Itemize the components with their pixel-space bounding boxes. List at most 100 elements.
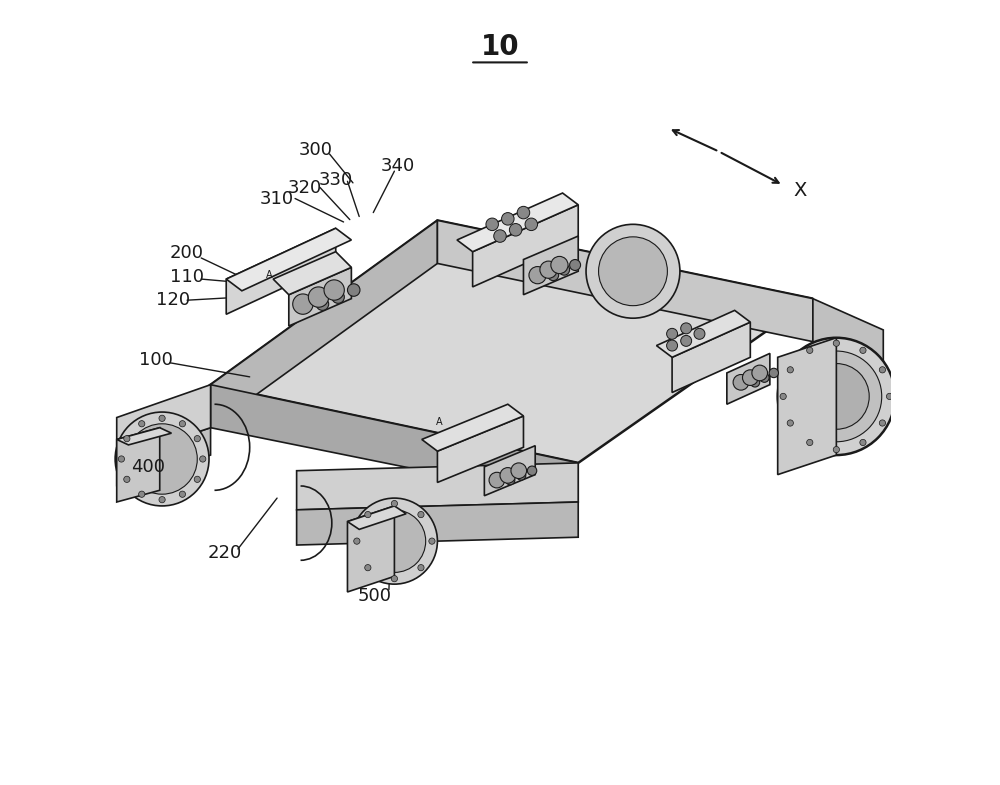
Polygon shape — [347, 506, 406, 529]
Circle shape — [486, 218, 498, 231]
Polygon shape — [273, 252, 351, 294]
Text: A: A — [436, 418, 442, 427]
Circle shape — [391, 501, 398, 506]
Circle shape — [347, 283, 360, 296]
Text: 110: 110 — [170, 268, 204, 286]
Text: 500: 500 — [358, 587, 392, 605]
Polygon shape — [778, 338, 836, 475]
Text: 310: 310 — [260, 189, 294, 207]
Circle shape — [527, 466, 537, 476]
Circle shape — [752, 365, 768, 381]
Circle shape — [791, 351, 882, 442]
Circle shape — [124, 436, 130, 442]
Polygon shape — [211, 221, 813, 463]
Circle shape — [308, 287, 329, 307]
Circle shape — [516, 471, 526, 480]
Polygon shape — [117, 428, 211, 487]
Circle shape — [494, 230, 506, 243]
Circle shape — [517, 206, 530, 219]
Circle shape — [886, 393, 893, 400]
Text: 400: 400 — [131, 458, 165, 476]
Circle shape — [159, 497, 165, 503]
Circle shape — [500, 468, 516, 484]
Circle shape — [194, 436, 200, 442]
Text: 340: 340 — [381, 157, 415, 174]
Circle shape — [769, 368, 778, 378]
Circle shape — [570, 260, 581, 271]
Polygon shape — [672, 322, 750, 392]
Circle shape — [293, 294, 313, 314]
Circle shape — [667, 328, 678, 339]
Circle shape — [429, 538, 435, 544]
Circle shape — [139, 491, 145, 498]
Circle shape — [391, 575, 398, 582]
Text: X: X — [793, 181, 807, 200]
Circle shape — [694, 328, 705, 339]
Circle shape — [525, 218, 538, 231]
Polygon shape — [211, 385, 578, 502]
Circle shape — [115, 412, 209, 506]
Circle shape — [586, 225, 680, 318]
Text: 100: 100 — [139, 351, 173, 369]
Circle shape — [548, 270, 559, 281]
Text: A: A — [266, 270, 273, 280]
Circle shape — [324, 280, 344, 300]
Polygon shape — [473, 205, 578, 287]
Circle shape — [599, 237, 667, 305]
Polygon shape — [347, 506, 394, 592]
Circle shape — [780, 393, 786, 400]
Circle shape — [200, 456, 206, 462]
Circle shape — [681, 335, 692, 346]
Circle shape — [502, 213, 514, 225]
Circle shape — [667, 340, 678, 351]
Circle shape — [351, 498, 437, 584]
Circle shape — [509, 224, 522, 236]
Circle shape — [833, 447, 839, 453]
Polygon shape — [117, 428, 171, 445]
Circle shape — [804, 363, 869, 429]
Text: 320: 320 — [287, 178, 322, 196]
Polygon shape — [289, 268, 351, 326]
Circle shape — [332, 290, 344, 303]
Polygon shape — [727, 353, 770, 404]
Text: 200: 200 — [170, 244, 204, 262]
Circle shape — [179, 491, 186, 498]
Circle shape — [879, 367, 886, 373]
Polygon shape — [484, 446, 535, 496]
Polygon shape — [297, 463, 578, 509]
Text: 10: 10 — [481, 33, 519, 60]
Circle shape — [833, 340, 839, 346]
Polygon shape — [226, 228, 336, 314]
Circle shape — [194, 476, 200, 483]
Text: 300: 300 — [299, 141, 333, 159]
Circle shape — [139, 421, 145, 427]
Circle shape — [127, 424, 197, 495]
Circle shape — [418, 564, 424, 571]
Circle shape — [489, 473, 505, 488]
Circle shape — [879, 420, 886, 426]
Circle shape — [316, 298, 329, 310]
Polygon shape — [297, 502, 578, 545]
Circle shape — [551, 257, 568, 274]
Circle shape — [365, 512, 371, 517]
Polygon shape — [457, 193, 578, 252]
Circle shape — [559, 265, 570, 276]
Circle shape — [159, 415, 165, 422]
Circle shape — [511, 463, 527, 479]
Polygon shape — [211, 221, 437, 428]
Polygon shape — [437, 416, 523, 483]
Circle shape — [807, 347, 813, 353]
Circle shape — [505, 476, 515, 485]
Polygon shape — [226, 228, 351, 290]
Circle shape — [760, 373, 769, 382]
Polygon shape — [656, 310, 750, 357]
Circle shape — [540, 261, 557, 279]
Circle shape — [860, 347, 866, 353]
Polygon shape — [437, 221, 813, 341]
Circle shape — [118, 456, 125, 462]
Circle shape — [742, 370, 758, 385]
Polygon shape — [813, 298, 883, 373]
Text: 120: 120 — [156, 291, 190, 309]
Circle shape — [787, 367, 793, 373]
Circle shape — [354, 538, 360, 544]
